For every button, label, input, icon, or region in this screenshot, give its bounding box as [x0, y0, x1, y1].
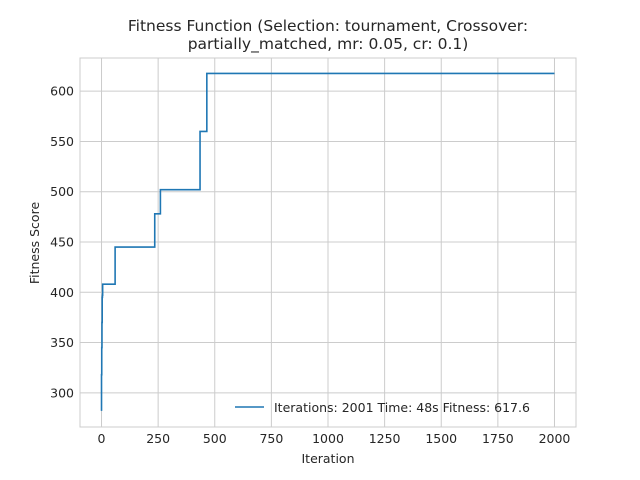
x-axis-ticks: 0 250 500 750 1000 1250 1500 1750 2000	[98, 431, 571, 446]
y-tick-label: 500	[50, 184, 74, 199]
series-line-0	[100, 72, 555, 411]
x-tick-label: 250	[146, 431, 170, 446]
y-tick-label: 300	[50, 385, 74, 400]
x-tick-label: 2000	[539, 431, 571, 446]
x-tick-label: 0	[98, 431, 106, 446]
x-tick-label: 1500	[425, 431, 457, 446]
legend: Iterations: 2001 Time: 48s Fitness: 617.…	[235, 400, 530, 415]
series-layer	[100, 72, 555, 411]
y-tick-label: 350	[50, 335, 74, 350]
legend-label: Iterations: 2001 Time: 48s Fitness: 617.…	[274, 400, 530, 415]
x-tick-label: 1250	[369, 431, 401, 446]
y-tick-label: 600	[50, 84, 74, 99]
y-tick-label: 550	[50, 134, 74, 149]
y-tick-label: 450	[50, 234, 74, 249]
chart-title-line-1: Fitness Function (Selection: tournament,…	[128, 17, 528, 35]
y-axis-ticks: 300 350 400 450 500 550 600	[50, 84, 74, 401]
x-axis-label: Iteration	[301, 451, 354, 466]
x-tick-label: 750	[259, 431, 283, 446]
y-tick-label: 400	[50, 285, 74, 300]
x-tick-label: 1000	[312, 431, 344, 446]
x-tick-label: 500	[203, 431, 227, 446]
y-axis-label: Fitness Score	[27, 202, 42, 285]
chart-title-line-2: partially_matched, mr: 0.05, cr: 0.1)	[188, 35, 469, 54]
x-tick-label: 1750	[482, 431, 514, 446]
